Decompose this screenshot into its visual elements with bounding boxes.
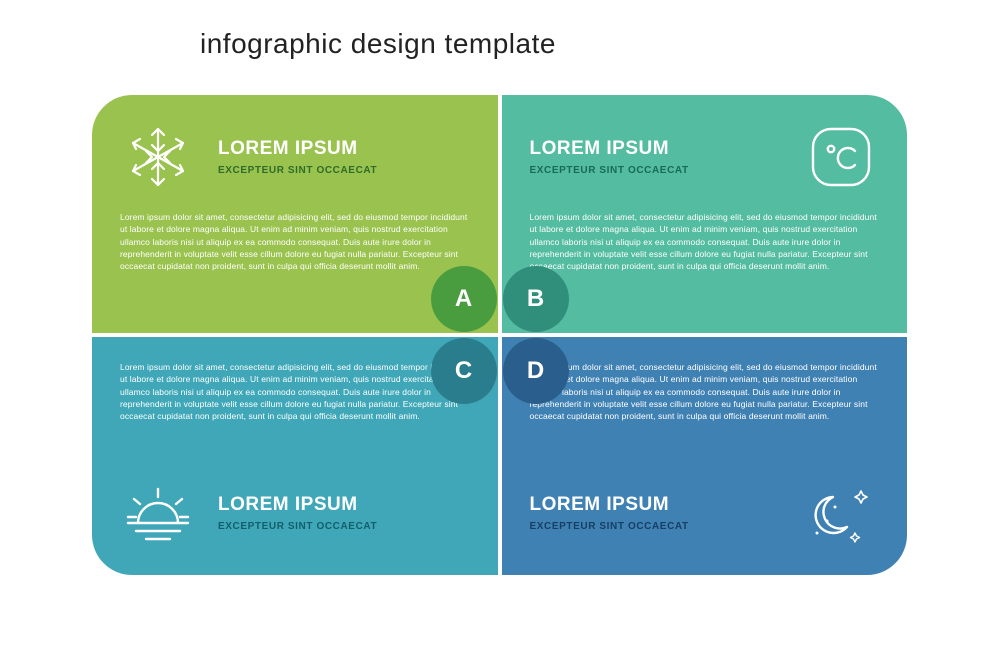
card-a-subtitle: EXCEPTEUR SINT OCCAECAT [218,165,377,176]
card-b-heading: LOREM IPSUM EXCEPTEUR SINT OCCAECAT [530,138,782,176]
card-d-subtitle: EXCEPTEUR SINT OCCAECAT [530,521,782,532]
card-d-title: LOREM IPSUM [530,494,782,516]
sunrise-icon [120,475,196,551]
card-c-title: LOREM IPSUM [218,494,377,516]
badge-c: C [431,338,497,404]
card-a-body: Lorem ipsum dolor sit amet, consectetur … [120,211,470,273]
card-d-body: Lorem ipsum dolor sit amet, consectetur … [530,361,880,423]
card-a-header: LOREM IPSUM EXCEPTEUR SINT OCCAECAT [120,119,470,195]
moon-stars-icon [803,475,879,551]
card-c-body: Lorem ipsum dolor sit amet, consectetur … [120,361,470,423]
card-a-title: LOREM IPSUM [218,138,377,160]
badge-d: D [503,338,569,404]
card-c-heading: LOREM IPSUM EXCEPTEUR SINT OCCAECAT [218,494,377,532]
snowflake-icon [120,119,196,195]
card-a-heading: LOREM IPSUM EXCEPTEUR SINT OCCAECAT [218,138,377,176]
card-d-heading: LOREM IPSUM EXCEPTEUR SINT OCCAECAT [530,494,782,532]
badge-b: B [503,266,569,332]
badge-a: A [431,266,497,332]
infographic-grid: LOREM IPSUM EXCEPTEUR SINT OCCAECAT Lore… [92,95,907,575]
card-d-header: LOREM IPSUM EXCEPTEUR SINT OCCAECAT [530,475,880,551]
card-b-subtitle: EXCEPTEUR SINT OCCAECAT [530,165,782,176]
card-b-header: LOREM IPSUM EXCEPTEUR SINT OCCAECAT [530,119,880,195]
card-b-body: Lorem ipsum dolor sit amet, consectetur … [530,211,880,273]
card-c-subtitle: EXCEPTEUR SINT OCCAECAT [218,521,377,532]
celsius-icon [803,119,879,195]
page-title: infographic design template [200,28,556,60]
card-b-title: LOREM IPSUM [530,138,782,160]
card-c-header: LOREM IPSUM EXCEPTEUR SINT OCCAECAT [120,475,470,551]
